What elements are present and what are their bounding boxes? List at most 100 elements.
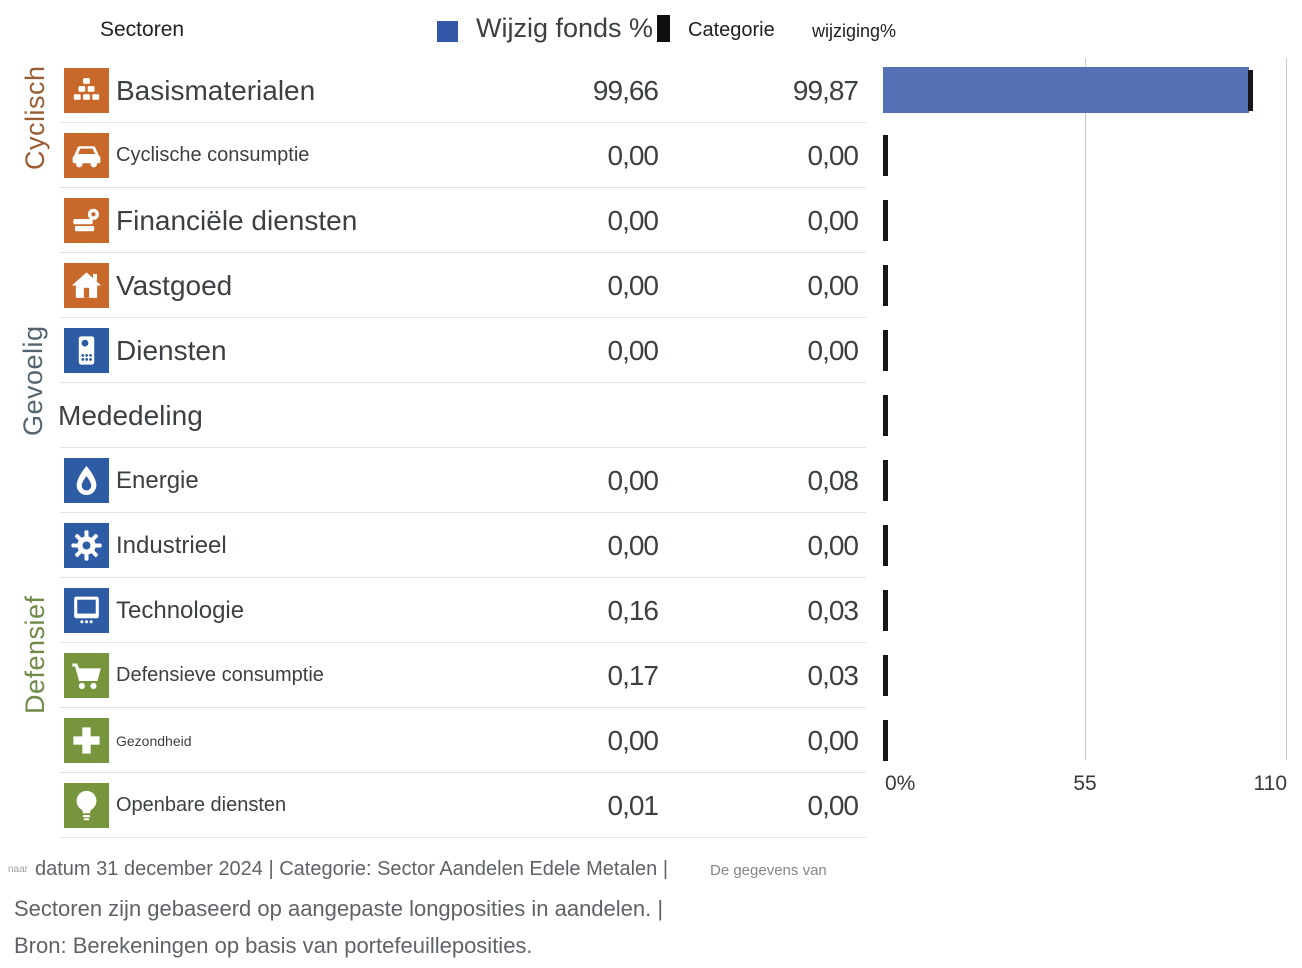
category-tick [883,395,888,436]
category-value: 0,00 [807,139,860,171]
shopping-cart-icon [64,653,109,698]
sector-label: Energie [116,466,199,494]
sector-label: Technologie [116,596,245,624]
sector-label: Basismaterialen [116,74,316,106]
basic-materials-icon [64,68,109,113]
sector-label: Vastgoed [116,269,233,301]
gridline-110 [1286,58,1287,760]
category-tick [883,200,888,241]
chart-slot [883,383,1287,448]
chart-slot [883,578,1287,643]
car-icon [64,133,109,178]
table-row: Gezondheid 0,00 0,00 [0,708,1302,773]
text-cursor-block [657,15,671,42]
row-separator [60,642,866,643]
chart-slot [883,448,1287,513]
financial-services-icon [64,198,109,243]
fund-value: 99,66 [592,74,659,106]
fund-bar [883,67,1249,113]
axis-tick-110: 110 [1253,772,1287,795]
fund-value [480,383,658,448]
row-separator [60,317,866,318]
house-icon [64,263,109,308]
footnote-data-source-prefix: De gegevens van [710,862,827,879]
row-separator [60,772,866,773]
category-value: 0,00 [807,204,860,236]
footnote-source: Bron: Berekeningen op basis van portefeu… [14,933,533,958]
sector-label: Cyclische consumptie [116,144,310,166]
footnote-prefix: naar [8,864,29,875]
row-separator [60,512,866,513]
fund-value: 0,00 [607,334,660,366]
category-value: 0,00 [807,529,860,561]
sector-label: Openbare diensten [116,794,287,816]
table-row: Mededeling [0,383,1302,448]
chart-slot [883,123,1287,188]
table-row: Cyclische consumptie 0,00 0,00 [0,123,1302,188]
fund-value: 0,01 [607,789,660,821]
category-tick [883,460,888,501]
sector-label: Industrieel [116,531,227,559]
chart-slot [883,708,1287,773]
category-tick [883,330,888,371]
sector-label: Defensieve consumptie [116,664,324,686]
table-row: Financiële diensten 0,00 0,00 [0,188,1302,253]
row-separator [60,707,866,708]
category-value: 0,08 [807,464,860,496]
category-value: 0,00 [807,724,860,756]
category-value: 0,00 [807,789,860,821]
row-separator [60,382,866,383]
fund-value: 0,17 [607,659,660,691]
category-tick [883,525,888,566]
column-header-fund-change: Wijzig fonds % [476,13,671,44]
category-tick [1248,70,1253,111]
sector-rows: Basismaterialen 99,66 99,87 Cyclische co… [0,58,1302,838]
category-tick [883,655,888,696]
table-row: Diensten 0,00 0,00 [0,318,1302,383]
category-value [680,383,858,448]
fund-legend-swatch [437,21,458,42]
fund-value: 0,16 [607,594,660,626]
axis-tick-0: 0% [885,772,916,795]
footnote-methodology: Sectoren zijn gebaseerd op aangepaste lo… [14,896,664,921]
category-tick [883,590,888,631]
category-value: 0,00 [807,269,860,301]
table-row: Energie 0,00 0,08 [0,448,1302,513]
row-separator [60,187,866,188]
table-row: Basismaterialen 99,66 99,87 [0,58,1302,123]
row-separator [60,577,866,578]
chart-slot [883,188,1287,253]
fund-value: 0,00 [607,269,660,301]
chart-slot [883,253,1287,318]
category-tick [883,265,888,306]
table-row: Defensieve consumptie 0,17 0,03 [0,643,1302,708]
chart-slot [883,513,1287,578]
gear-icon [64,523,109,568]
fund-value: 0,00 [607,204,660,236]
column-header-wijziging: wijziging% [812,21,897,41]
axis-tick-55: 55 [1073,772,1097,795]
sector-label: Diensten [116,334,227,366]
category-value: 0,03 [807,594,860,626]
category-tick [883,135,888,176]
column-header-categorie: Categorie [688,19,775,41]
row-separator [60,252,866,253]
category-value: 0,03 [807,659,860,691]
phone-icon [64,328,109,373]
chart-slot [883,643,1287,708]
sector-label: Financiële diensten [116,204,358,236]
table-row: Vastgoed 0,00 0,00 [0,253,1302,318]
chart-slot [883,318,1287,383]
category-value: 0,00 [807,334,860,366]
table-row: Openbare diensten 0,01 0,00 [0,773,1302,838]
table-row: Industrieel 0,00 0,00 [0,513,1302,578]
lightbulb-icon [64,783,109,828]
fund-value: 0,00 [607,139,660,171]
category-tick [883,720,888,761]
row-separator [60,837,866,838]
fund-value: 0,00 [607,464,660,496]
chart-slot [883,58,1287,123]
row-separator [60,122,866,123]
fund-value: 0,00 [607,724,660,756]
